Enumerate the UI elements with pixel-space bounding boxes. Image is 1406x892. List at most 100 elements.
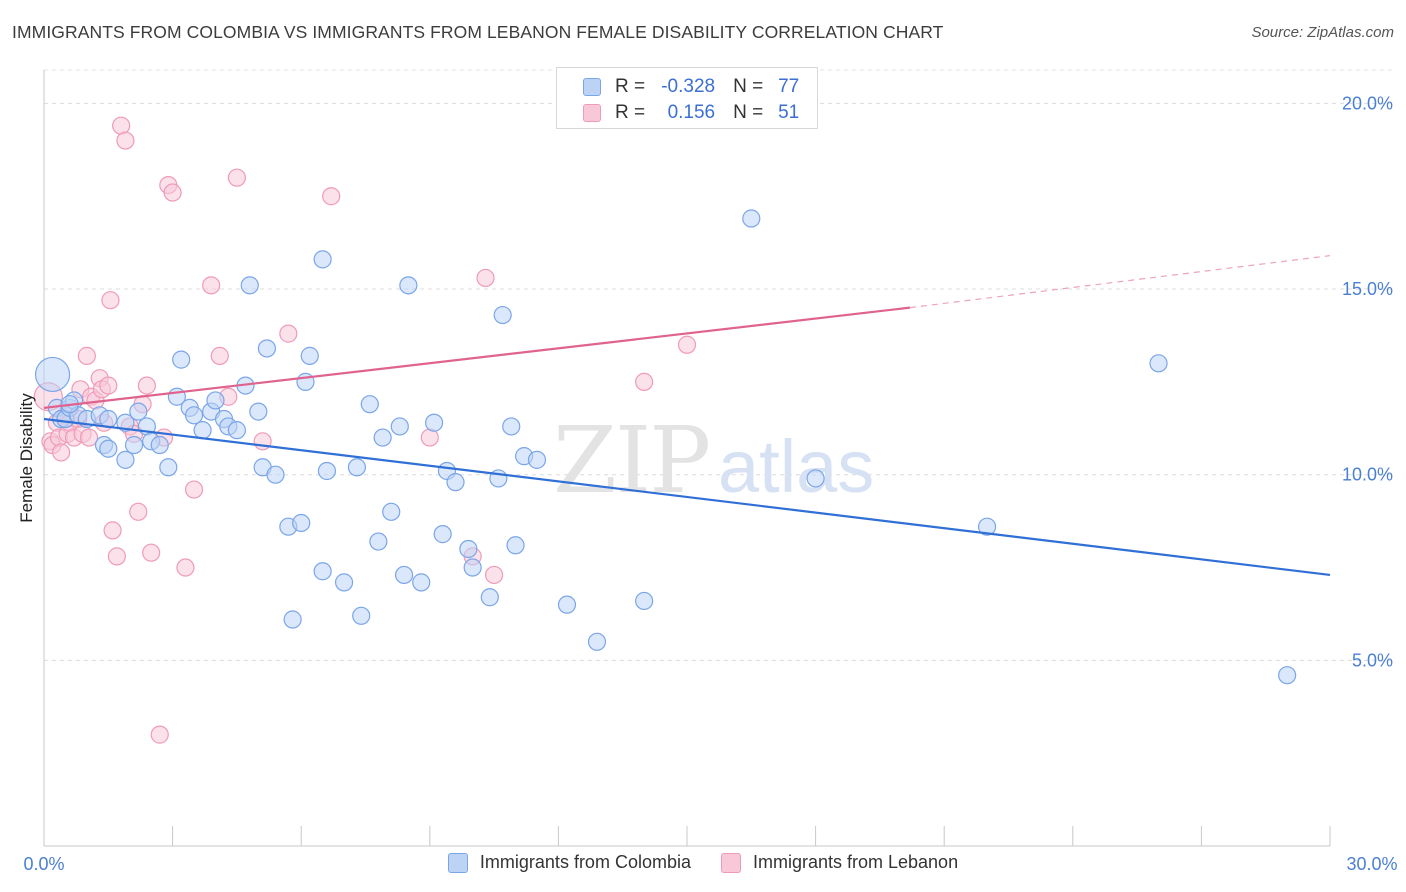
legend-r-value: -0.328	[661, 76, 716, 97]
legend-n-label: N =	[733, 102, 764, 123]
legend-row-lebanon: R = 0.156 N = 51	[583, 101, 799, 125]
legend-item-lebanon: Immigrants from Lebanon	[720, 852, 959, 873]
y-tick-label: 10.0%	[1342, 465, 1393, 485]
colombia-point	[249, 402, 268, 421]
colombia-point	[347, 458, 367, 477]
correlation-legend: R = -0.328 N = 77 R = 0.156 N = 51	[556, 67, 818, 129]
colombia-point	[292, 513, 311, 533]
lebanon-point	[116, 131, 135, 150]
chart-title: IMMIGRANTS FROM COLOMBIA VS IMMIGRANTS F…	[12, 22, 944, 42]
colombia-point	[193, 421, 212, 440]
colombia-point	[313, 250, 332, 269]
legend-r-label: R =	[615, 102, 646, 123]
legend-r-value: 0.156	[667, 102, 716, 123]
lebanon-point	[202, 276, 221, 295]
colombia-point	[172, 350, 191, 369]
colombia-point	[184, 406, 204, 425]
colombia-point	[334, 573, 354, 592]
trend-lines	[43, 255, 1331, 577]
colombia-point	[99, 439, 118, 458]
trend-line-colombia	[43, 417, 1331, 577]
source-credit: Source: ZipAtlas.com	[1251, 24, 1394, 41]
legend-swatch-lebanon	[720, 852, 741, 873]
colombia-point	[257, 339, 277, 358]
legend-n-label: N =	[733, 76, 764, 97]
legend-label-lebanon: Immigrants from Lebanon	[752, 852, 959, 872]
axis-labels: 5.0% 10.0% 15.0% 20.0% 0.0% 30.0% Female Disab…	[17, 93, 1398, 874]
legend-swatch-colombia	[583, 78, 601, 96]
grid-lines	[44, 69, 1394, 661]
lebanon-point	[150, 725, 169, 744]
lebanon-point	[322, 187, 341, 206]
colombia-point	[412, 573, 431, 592]
colombia-point	[283, 610, 302, 629]
colombia-point	[977, 517, 997, 536]
colombia-point	[480, 588, 499, 607]
trend-line-lebanon	[43, 306, 911, 409]
colombia-point	[352, 606, 371, 625]
colombia-point	[227, 421, 246, 440]
legend-n-value: 51	[778, 102, 800, 123]
colombia-point	[394, 565, 414, 585]
lebanon-point	[279, 324, 298, 343]
colombia-point	[433, 525, 452, 544]
colombia-point	[742, 209, 761, 228]
colombia-point	[150, 435, 169, 455]
colombia-point	[459, 539, 478, 559]
legend-label-colombia: Immigrants from Colombia	[479, 852, 691, 872]
colombia-point	[502, 417, 521, 436]
legend-item-colombia: Immigrants from Colombia	[447, 852, 691, 873]
colombia-point	[317, 461, 337, 481]
colombia-point	[240, 276, 259, 295]
colombia-point	[99, 409, 118, 429]
lebanon-point	[210, 346, 229, 365]
watermark: ZIP atlas	[553, 407, 874, 514]
lebanon-point	[77, 346, 96, 365]
series-legend: Immigrants from Colombia Immigrants from…	[0, 852, 1406, 873]
lebanon-point	[99, 376, 118, 395]
lebanon-point	[677, 335, 697, 354]
colombia-point	[557, 595, 577, 614]
colombia-point	[527, 450, 547, 469]
lebanon-point	[163, 183, 182, 202]
colombia-point	[424, 413, 444, 432]
colombia-point	[446, 473, 465, 492]
colombia-point	[159, 458, 178, 477]
colombia-point	[1278, 666, 1297, 685]
colombia-point	[116, 413, 135, 432]
axes	[43, 70, 1331, 847]
lebanon-point	[137, 376, 156, 395]
lebanon-point	[635, 372, 654, 391]
lebanon-point	[485, 565, 504, 585]
colombia-point	[1149, 354, 1168, 373]
colombia-point	[399, 276, 418, 295]
colombia-point	[806, 469, 825, 488]
y-tick-label: 5.0%	[1352, 650, 1393, 670]
watermark-atlas: atlas	[718, 425, 874, 508]
lebanon-point	[129, 502, 148, 521]
colombia-point	[129, 402, 148, 421]
lebanon-point	[184, 480, 204, 499]
colombia-point	[300, 346, 319, 365]
lebanon-point	[52, 443, 71, 462]
x-tick-label-min: 0.0%	[23, 854, 64, 874]
colombia-point	[360, 395, 379, 414]
colombia-point	[369, 532, 388, 551]
colombia-point	[587, 632, 607, 651]
colombia-point	[390, 417, 409, 436]
lebanon-point	[176, 558, 195, 577]
y-tick-label: 15.0%	[1342, 279, 1393, 299]
colombia-point	[206, 391, 225, 410]
legend-r-label: R =	[615, 76, 646, 97]
colombia-point	[506, 536, 525, 555]
colombia-point	[373, 428, 392, 447]
y-axis-title: Female Disability	[17, 393, 36, 523]
lebanon-point	[79, 428, 99, 447]
trend-line-lebanon-extension	[909, 255, 1331, 309]
legend-row-colombia: R = -0.328 N = 77	[583, 75, 799, 99]
lebanon-point	[107, 547, 126, 566]
lebanon-point	[103, 521, 122, 540]
colombia-point	[116, 450, 135, 469]
y-tick-label: 20.0%	[1342, 93, 1393, 113]
colombia-point	[635, 591, 654, 611]
